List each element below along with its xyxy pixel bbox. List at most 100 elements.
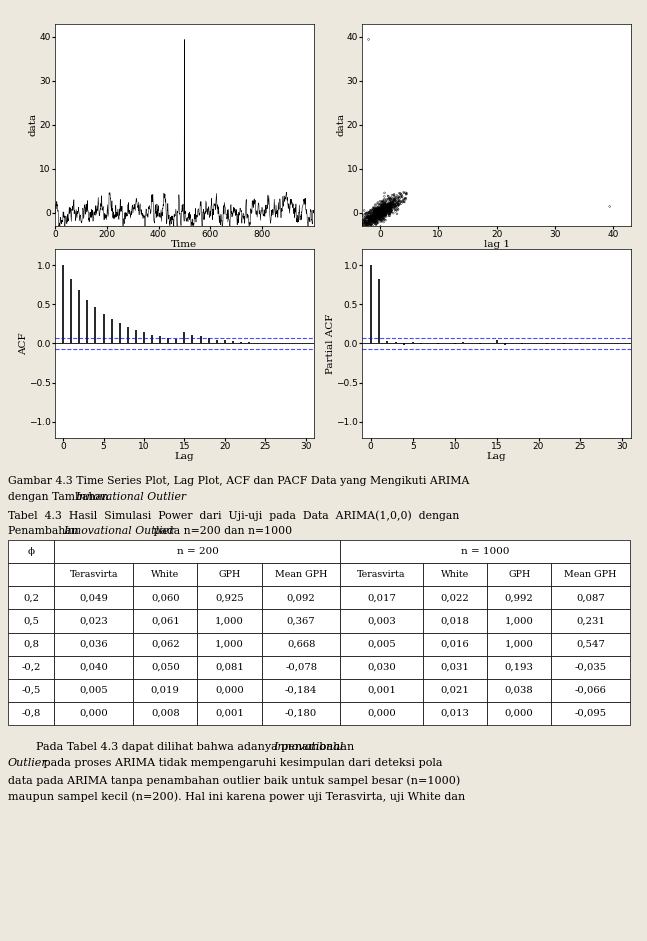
Point xyxy=(370,211,380,226)
Point xyxy=(388,196,399,211)
Point xyxy=(378,200,388,215)
Point xyxy=(386,198,397,213)
Point xyxy=(370,202,380,217)
Point xyxy=(359,218,369,233)
Point xyxy=(378,203,388,218)
Point xyxy=(392,206,402,221)
Point xyxy=(376,205,386,220)
Point xyxy=(375,210,386,225)
Text: n = 200: n = 200 xyxy=(177,547,219,556)
Text: 0,001: 0,001 xyxy=(367,686,396,694)
Point xyxy=(371,214,382,229)
Text: 0,018: 0,018 xyxy=(441,616,469,626)
Point xyxy=(371,211,381,226)
Point xyxy=(374,200,384,215)
Point xyxy=(371,212,382,227)
Point xyxy=(371,203,381,218)
Point xyxy=(363,209,373,224)
Point xyxy=(388,187,399,202)
Point xyxy=(396,187,406,202)
Point xyxy=(384,194,395,209)
Bar xyxy=(551,610,630,632)
Point xyxy=(389,193,399,208)
Point xyxy=(380,204,390,219)
Point xyxy=(388,200,399,215)
Text: Terasvirta: Terasvirta xyxy=(357,570,406,580)
Point xyxy=(401,186,411,201)
Point xyxy=(380,201,390,216)
Point xyxy=(380,201,390,216)
Point xyxy=(388,194,398,209)
Point xyxy=(380,203,391,218)
Point xyxy=(378,215,389,230)
Point xyxy=(379,185,389,200)
Point xyxy=(393,189,404,204)
Point xyxy=(378,200,389,215)
Point xyxy=(369,212,380,227)
Point xyxy=(369,205,380,220)
Point xyxy=(368,208,378,223)
Text: Innovational: Innovational xyxy=(273,742,344,752)
Point xyxy=(362,218,373,233)
Point xyxy=(377,203,387,218)
Point xyxy=(386,197,396,212)
Point xyxy=(375,201,385,216)
Point xyxy=(369,208,379,223)
Point xyxy=(363,218,373,233)
Point xyxy=(364,209,374,224)
Point xyxy=(375,202,385,217)
Point xyxy=(369,215,380,231)
Point xyxy=(374,207,384,222)
Point xyxy=(389,194,400,209)
Point xyxy=(373,206,383,221)
Point xyxy=(362,215,373,231)
Point xyxy=(364,216,375,231)
Point xyxy=(377,199,388,214)
Point xyxy=(377,195,388,210)
Point xyxy=(373,205,383,220)
Bar xyxy=(8,678,54,702)
Point xyxy=(393,197,403,212)
Bar xyxy=(487,678,551,702)
Point xyxy=(372,208,382,223)
Point xyxy=(373,199,383,215)
Point xyxy=(380,197,391,212)
Point xyxy=(372,205,382,220)
Bar xyxy=(262,632,340,656)
Point xyxy=(367,204,378,219)
Point xyxy=(376,212,386,227)
Bar xyxy=(487,586,551,610)
Point xyxy=(372,206,382,221)
Bar xyxy=(551,632,630,656)
Point xyxy=(388,198,398,213)
Point xyxy=(367,210,377,225)
Point xyxy=(375,207,386,222)
Point xyxy=(370,211,380,226)
Point xyxy=(361,214,371,229)
Point xyxy=(375,208,385,223)
Point xyxy=(378,200,389,215)
Point xyxy=(378,205,389,220)
Point xyxy=(370,208,380,223)
Point xyxy=(365,210,375,225)
Point xyxy=(394,185,404,200)
Point xyxy=(377,198,388,213)
Point xyxy=(388,199,399,215)
Point xyxy=(383,199,393,214)
Point xyxy=(364,217,374,232)
Point xyxy=(371,203,382,218)
Point xyxy=(371,206,381,221)
Point xyxy=(378,206,389,221)
Text: -0,2: -0,2 xyxy=(21,662,41,672)
Point xyxy=(369,203,380,218)
Point xyxy=(377,203,387,218)
Point xyxy=(372,204,382,219)
Point xyxy=(364,212,374,227)
Point xyxy=(380,208,391,223)
Point xyxy=(360,215,371,230)
Point xyxy=(382,199,393,214)
Point xyxy=(378,203,389,218)
Point xyxy=(366,217,377,232)
Point xyxy=(371,207,382,222)
Point xyxy=(380,209,390,224)
